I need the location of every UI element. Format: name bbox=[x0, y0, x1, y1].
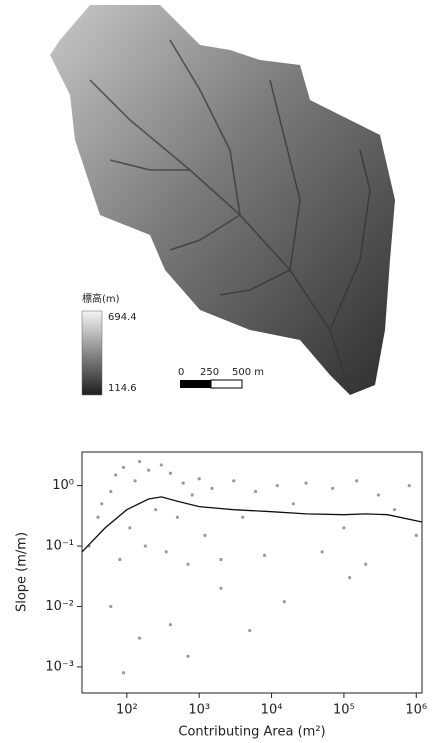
point bbox=[190, 493, 194, 497]
point bbox=[248, 628, 252, 633]
x-tick-label: 10⁴ bbox=[261, 703, 283, 718]
point bbox=[121, 465, 126, 470]
point bbox=[376, 493, 381, 497]
point bbox=[392, 508, 397, 512]
point bbox=[262, 553, 267, 558]
point bbox=[219, 586, 223, 590]
point bbox=[186, 562, 190, 566]
point bbox=[147, 468, 151, 472]
point bbox=[128, 526, 132, 530]
point bbox=[241, 515, 245, 519]
point bbox=[414, 533, 418, 538]
trend-line bbox=[81, 496, 423, 553]
point bbox=[210, 486, 214, 490]
scale-bar bbox=[210, 379, 243, 389]
y-tick-label: 10⁰ bbox=[52, 478, 74, 493]
point bbox=[154, 508, 158, 512]
plot-frame bbox=[81, 451, 423, 694]
dem-map bbox=[50, 5, 395, 395]
point bbox=[407, 484, 411, 488]
point bbox=[118, 557, 122, 562]
legend-ramp bbox=[81, 310, 103, 396]
y-tick-label: 10⁻² bbox=[45, 599, 74, 614]
point bbox=[137, 636, 142, 640]
point bbox=[121, 671, 126, 675]
point bbox=[109, 604, 113, 609]
point bbox=[133, 479, 137, 483]
point bbox=[275, 484, 279, 488]
x-tick-label: 10⁵ bbox=[333, 703, 355, 718]
point bbox=[219, 557, 223, 562]
point bbox=[331, 486, 335, 490]
point bbox=[355, 479, 359, 483]
legend-max: 694.4 bbox=[108, 312, 137, 323]
y-tick-label: 10⁻³ bbox=[45, 659, 74, 674]
x-tick-label: 10³ bbox=[188, 703, 210, 718]
legend-min: 114.6 bbox=[108, 383, 137, 394]
point bbox=[364, 562, 368, 566]
point bbox=[203, 533, 207, 538]
point bbox=[232, 479, 236, 483]
scale-label: 250 bbox=[200, 367, 219, 378]
point bbox=[159, 463, 163, 467]
legend-title: 標高(m) bbox=[82, 292, 120, 305]
y-tick-label: 10⁻¹ bbox=[45, 539, 74, 554]
scale-label: 0 bbox=[178, 367, 184, 378]
point bbox=[291, 502, 295, 506]
point bbox=[96, 515, 100, 519]
point bbox=[197, 477, 201, 481]
point bbox=[304, 481, 308, 485]
point bbox=[109, 489, 113, 494]
point bbox=[168, 623, 173, 627]
point bbox=[175, 515, 180, 519]
point bbox=[253, 489, 258, 494]
point bbox=[181, 481, 185, 485]
x-axis-label: Contributing Area (m²) bbox=[178, 725, 325, 740]
point bbox=[320, 550, 324, 554]
point bbox=[186, 654, 190, 658]
point bbox=[164, 550, 168, 554]
point bbox=[100, 502, 104, 506]
point bbox=[137, 459, 142, 464]
point bbox=[168, 471, 173, 475]
point bbox=[114, 473, 118, 477]
y-axis-label: Slope (m/m) bbox=[15, 532, 30, 612]
scale-label: 500 m bbox=[232, 367, 264, 378]
point bbox=[342, 526, 346, 530]
point bbox=[143, 544, 147, 548]
point bbox=[348, 576, 352, 580]
point bbox=[282, 600, 286, 604]
x-tick-label: 10² bbox=[116, 703, 138, 718]
scale-bar bbox=[180, 380, 211, 388]
x-tick-label: 10⁶ bbox=[405, 703, 427, 718]
